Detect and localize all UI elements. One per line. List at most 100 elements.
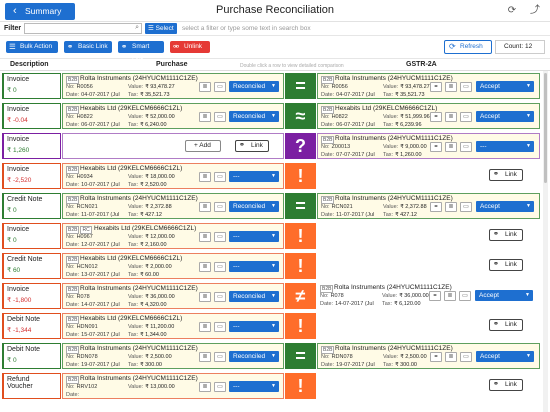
action-dropdown[interactable]: Accept ▼ bbox=[476, 111, 534, 122]
status-dropdown[interactable]: Reconciled ▼ bbox=[229, 111, 279, 122]
purchase-card[interactable]: B2B Rolta Instruments (24HYUCM1111C1ZE) No… bbox=[62, 343, 284, 369]
purchase-card[interactable]: B2B Rolta Instruments (24HYUCM1111C1ZE) No… bbox=[62, 193, 284, 219]
comment-button[interactable]: ▭ bbox=[460, 112, 472, 122]
select-button[interactable]: ☰ Select bbox=[145, 23, 177, 34]
gstr-card[interactable]: B2B Rolta Instruments (24HYUCM1111C1ZE) No… bbox=[317, 73, 540, 99]
status-dropdown[interactable]: --- ▼ bbox=[229, 321, 279, 332]
purchase-card[interactable]: B2B Hexabits Ltd (29KELCM6666C1ZL) No: H082… bbox=[62, 103, 284, 129]
link-button[interactable]: ⚭ Link bbox=[489, 169, 523, 181]
purchase-card[interactable]: B2B Rolta Instruments (24HYUCM1111C1ZE) No… bbox=[62, 283, 284, 309]
back-summary-button[interactable]: ‹ Summary bbox=[5, 3, 75, 20]
link-button[interactable]: ⚭ Link bbox=[489, 319, 523, 331]
comment-button[interactable]: ▭ bbox=[214, 322, 226, 332]
gstr-card[interactable]: B2B Rolta Instruments (24HYUCM1111C1ZE) No… bbox=[317, 133, 540, 159]
details-button[interactable]: ≣ bbox=[199, 232, 211, 242]
link-button[interactable]: ⚭ Link bbox=[235, 140, 269, 152]
comment-button[interactable]: ▭ bbox=[214, 82, 226, 92]
details-button[interactable]: ≣ bbox=[199, 82, 211, 92]
link-toggle-button[interactable]: ⚭ bbox=[429, 291, 441, 301]
action-dropdown[interactable]: --- ▼ bbox=[476, 141, 534, 152]
refresh-icon[interactable]: ⟳ bbox=[507, 5, 517, 16]
comment-button[interactable]: ▭ bbox=[460, 82, 472, 92]
share-icon[interactable]: ⤴ bbox=[530, 5, 540, 16]
reconciliation-row[interactable]: Invoice ₹ -2,520 B2B Hexabits Ltd (29KELCM6… bbox=[2, 163, 540, 189]
gstr-card[interactable]: B2B Hexabits Ltd (29KELCM6666C1ZL) No: H082… bbox=[317, 103, 540, 129]
purchase-card[interactable]: B2B Hexabits Ltd (29KELCM6666C1ZL) No: H093… bbox=[62, 163, 284, 189]
action-dropdown[interactable]: Accept ▼ bbox=[476, 351, 534, 362]
comment-button[interactable]: ▭ bbox=[214, 232, 226, 242]
comment-button[interactable]: ▭ bbox=[460, 142, 472, 152]
purchase-card[interactable]: B2B Hexabits Ltd (29KELCM6666C1ZL) No: HCN0… bbox=[62, 253, 284, 279]
link-button[interactable]: ⚭ Link bbox=[489, 259, 523, 271]
link-toggle-button[interactable]: ⚭ bbox=[430, 82, 442, 92]
details-button[interactable]: ≣ bbox=[199, 352, 211, 362]
gstr-card[interactable]: B2B Rolta Instruments (24HYUCM1111C1ZE) No… bbox=[317, 343, 540, 369]
details-button[interactable]: ≣ bbox=[199, 292, 211, 302]
comment-button[interactable]: ▭ bbox=[214, 352, 226, 362]
status-dropdown[interactable]: --- ▼ bbox=[229, 171, 279, 182]
reconciliation-row[interactable]: Invoice ₹ 0 B2B Rolta Instruments (24HYUCM1… bbox=[2, 73, 540, 99]
vertical-scrollbar[interactable] bbox=[543, 71, 548, 412]
filter-search-input[interactable]: ⌕ bbox=[24, 23, 142, 34]
comment-button[interactable]: ▭ bbox=[214, 172, 226, 182]
gstr-card[interactable]: B2B Rolta Instruments (24HYUCM1111C1ZE) No… bbox=[317, 193, 540, 219]
details-button[interactable]: ≣ bbox=[199, 382, 211, 392]
comment-button[interactable]: ▭ bbox=[460, 352, 472, 362]
details-button[interactable]: ≣ bbox=[199, 112, 211, 122]
details-button[interactable]: ≣ bbox=[444, 291, 456, 301]
comment-button[interactable]: ▭ bbox=[459, 291, 471, 301]
reconciliation-row[interactable]: Debit Note ₹ -1,344 B2B Hexabits Ltd (29KEL… bbox=[2, 313, 540, 339]
add-button[interactable]: + Add bbox=[185, 140, 221, 152]
purchase-card[interactable]: B2B Rolta Instruments (24HYUCM1111C1ZE) No… bbox=[62, 373, 284, 399]
comment-button[interactable]: ▭ bbox=[214, 112, 226, 122]
comment-button[interactable]: ▭ bbox=[214, 262, 226, 272]
purchase-card[interactable]: B2B RC Hexabits Ltd (29KELCM6666C1ZL) No: H0… bbox=[62, 223, 284, 249]
status-dropdown[interactable]: Reconciled ▼ bbox=[229, 351, 279, 362]
link-button[interactable]: ⚭ Link bbox=[489, 229, 523, 241]
reconciliation-row[interactable]: Invoice ₹ 0 B2B RC Hexabits Ltd (29KELCM6666… bbox=[2, 223, 540, 249]
details-button[interactable]: ≣ bbox=[199, 202, 211, 212]
details-button[interactable]: ≣ bbox=[199, 262, 211, 272]
purchase-card[interactable]: B2B Rolta Instruments (24HYUCM1111C1ZE) No… bbox=[62, 73, 284, 99]
reconciliation-row[interactable]: Invoice ₹ -1,800 B2B Rolta Instruments (24H… bbox=[2, 283, 540, 309]
status-dropdown[interactable]: Reconciled ▼ bbox=[229, 291, 279, 302]
details-button[interactable]: ≣ bbox=[445, 142, 457, 152]
comment-button[interactable]: ▭ bbox=[460, 202, 472, 212]
purchase-card[interactable]: B2B Hexabits Ltd (29KELCM6666C1ZL) No: HDN0… bbox=[62, 313, 284, 339]
comment-button[interactable]: ▭ bbox=[214, 382, 226, 392]
comment-button[interactable]: ▭ bbox=[214, 202, 226, 212]
unlink-button[interactable]: ⚮ Unlink bbox=[170, 41, 210, 53]
status-dropdown[interactable]: Reconciled ▼ bbox=[229, 81, 279, 92]
reconciliation-row[interactable]: Credit Note ₹ 0 B2B Rolta Instruments (24HY… bbox=[2, 193, 540, 219]
details-button[interactable]: ≣ bbox=[199, 172, 211, 182]
bulk-action-button[interactable]: ☰ Bulk Action bbox=[6, 41, 58, 53]
action-dropdown[interactable]: Accept ▼ bbox=[476, 81, 534, 92]
reconciliation-row[interactable]: Invoice ₹ 1,260 + Add ⚭ Link? B2B Rolta Instru… bbox=[2, 133, 540, 159]
gstr-card[interactable]: B2B Rolta Instruments (24HYUCM1111C1ZE) No… bbox=[317, 283, 540, 309]
reconciliation-row[interactable]: Invoice ₹ -0.04 B2B Hexabits Ltd (29KELCM66… bbox=[2, 103, 540, 129]
details-button[interactable]: ≣ bbox=[445, 82, 457, 92]
action-dropdown[interactable]: Accept ▼ bbox=[476, 201, 534, 212]
link-toggle-button[interactable]: ⚭ bbox=[430, 142, 442, 152]
action-dropdown[interactable]: Accept ▼ bbox=[475, 290, 533, 301]
status-dropdown[interactable]: Reconciled ▼ bbox=[229, 201, 279, 212]
refresh-button[interactable]: ⟳ Refresh bbox=[444, 40, 492, 54]
link-button[interactable]: ⚭ Link bbox=[489, 379, 523, 391]
scrollbar-thumb[interactable] bbox=[544, 73, 547, 183]
reconciliation-row[interactable]: Credit Note ₹ 60 B2B Hexabits Ltd (29KELCM6… bbox=[2, 253, 540, 279]
link-toggle-button[interactable]: ⚭ bbox=[430, 202, 442, 212]
comment-button[interactable]: ▭ bbox=[214, 292, 226, 302]
reconciliation-row[interactable]: Debit Note ₹ 0 B2B Rolta Instruments (24HYU… bbox=[2, 343, 540, 369]
details-button[interactable]: ≣ bbox=[445, 202, 457, 212]
details-button[interactable]: ≣ bbox=[445, 352, 457, 362]
status-dropdown[interactable]: --- ▼ bbox=[229, 231, 279, 242]
reconciliation-row[interactable]: Refund Voucher B2B Rolta Instruments (24HY… bbox=[2, 373, 540, 399]
details-button[interactable]: ≣ bbox=[199, 322, 211, 332]
link-toggle-button[interactable]: ⚭ bbox=[430, 352, 442, 362]
status-dropdown[interactable]: --- ▼ bbox=[229, 381, 279, 392]
smart-link-button[interactable]: ⚭ Smart Link bbox=[118, 41, 164, 62]
basic-link-button[interactable]: ⚭ Basic Link bbox=[64, 41, 112, 53]
status-dropdown[interactable]: --- ▼ bbox=[229, 261, 279, 272]
link-toggle-button[interactable]: ⚭ bbox=[430, 112, 442, 122]
details-button[interactable]: ≣ bbox=[445, 112, 457, 122]
